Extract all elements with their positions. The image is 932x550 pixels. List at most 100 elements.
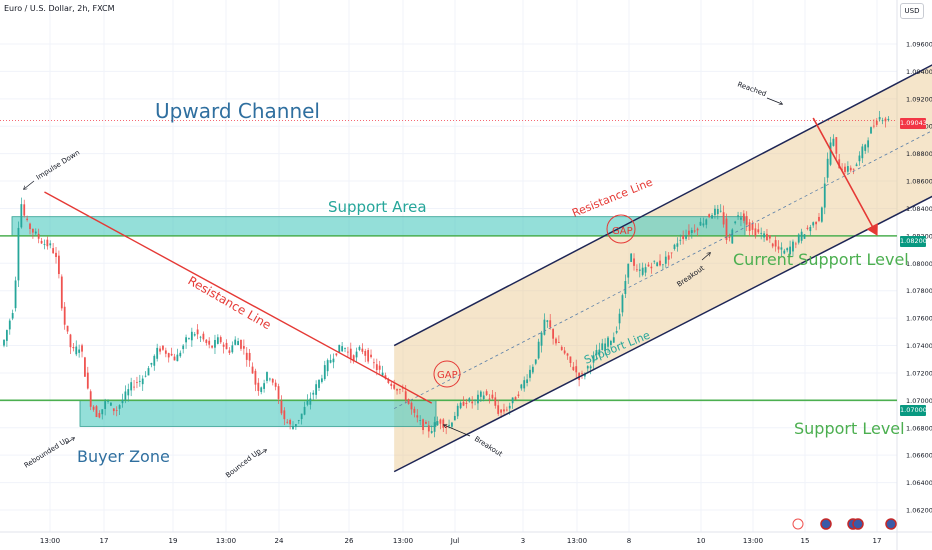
candle-body	[8, 320, 11, 330]
candle-body	[442, 419, 445, 428]
candle-body	[228, 350, 231, 353]
time-axis[interactable]: 13:00 17 19 13:00 24 26 13:00 Jul 3 13:00 8 10 13:00…	[40, 537, 882, 545]
candle-body	[760, 232, 763, 234]
candle-body	[722, 212, 725, 225]
candle-body	[141, 378, 144, 385]
channel-lower-line	[393, 195, 932, 473]
candle-body	[214, 339, 216, 348]
candle-body	[887, 118, 890, 121]
candle-body	[188, 338, 190, 339]
rebounded-up-arrow	[65, 438, 74, 445]
candle-body	[373, 362, 375, 364]
candle-body	[242, 346, 245, 349]
candle-body	[185, 337, 187, 343]
candle-body	[422, 419, 424, 431]
candle-body	[552, 328, 554, 339]
candle-body	[531, 366, 534, 373]
candle-body	[40, 240, 43, 244]
candle-body	[719, 210, 722, 212]
us-flag-icon[interactable]	[820, 518, 832, 530]
candle-body	[254, 370, 257, 385]
x-tick-label: 17	[100, 537, 109, 545]
candle-body	[138, 380, 141, 382]
candle-body	[396, 389, 398, 391]
flash-icon[interactable]	[792, 518, 804, 530]
support-level-label: Support Level	[794, 419, 905, 438]
candle-body	[274, 382, 277, 387]
candle-body	[303, 406, 306, 415]
candle-body	[390, 383, 393, 386]
candle-body	[430, 431, 433, 433]
candle-body	[225, 342, 228, 350]
candle-body	[763, 233, 765, 238]
candle-body	[511, 397, 514, 404]
candle-body	[202, 333, 205, 340]
candle-body	[89, 391, 92, 407]
candle-body	[407, 398, 410, 404]
candle-body	[569, 356, 572, 363]
candle-body	[714, 208, 716, 216]
candle-body	[306, 400, 309, 405]
us-flag-icon[interactable]	[852, 518, 864, 530]
candle-body	[208, 340, 211, 345]
candle-body	[196, 329, 199, 335]
candle-body	[162, 345, 164, 350]
candle-body	[800, 231, 803, 241]
candle-body	[170, 353, 173, 356]
candle-body	[832, 138, 835, 146]
candle-body	[734, 221, 737, 224]
gap-label-1: GAP	[437, 370, 458, 381]
candle-body	[448, 424, 450, 426]
x-tick-label: 8	[627, 537, 631, 545]
candle-body	[716, 208, 719, 215]
candle-body	[673, 244, 676, 249]
candle-body	[517, 394, 520, 397]
candle-body	[445, 426, 448, 428]
candle-body	[427, 425, 430, 432]
x-tick-label: 3	[521, 537, 525, 545]
reached-arrow	[766, 97, 782, 104]
candle-body	[575, 366, 578, 373]
gap-circle-1	[433, 360, 461, 388]
candle-body	[826, 158, 829, 178]
candle-body	[624, 281, 627, 294]
candle-body	[86, 372, 89, 389]
bounced-up-arrow	[257, 450, 266, 457]
candle-body	[748, 222, 751, 231]
candle-body	[329, 360, 332, 363]
candle-body	[182, 345, 185, 350]
candle-body	[468, 398, 471, 402]
candle-body	[742, 213, 745, 221]
candle-body	[601, 343, 604, 350]
candle-body	[378, 365, 381, 370]
candle-body	[670, 252, 673, 254]
candle-body	[633, 258, 635, 266]
current-support-level-label: Current Support Level	[733, 250, 909, 269]
candle-body	[488, 398, 491, 400]
candle-body	[638, 269, 641, 271]
candle-body	[621, 295, 624, 313]
candle-body	[277, 386, 280, 399]
candle-body	[491, 394, 494, 399]
candle-body	[858, 155, 861, 162]
candle-body	[456, 405, 459, 417]
candle-body	[806, 227, 809, 229]
currency-button[interactable]: USD	[900, 3, 924, 19]
candle-body	[815, 221, 817, 225]
candle-body	[144, 375, 147, 377]
candle-body	[78, 349, 81, 353]
candle-body	[780, 247, 783, 250]
candle-body	[653, 260, 656, 262]
candle-body	[439, 419, 442, 424]
candle-body	[572, 366, 575, 371]
candle-body	[803, 234, 806, 239]
candle-body	[312, 392, 315, 395]
us-flag-icon[interactable]	[885, 518, 897, 530]
candle-body	[690, 230, 693, 234]
candle-body	[549, 320, 552, 328]
breakout-arrow-1	[444, 425, 471, 437]
candle-body	[844, 166, 846, 173]
candle-body	[332, 358, 335, 363]
candle-body	[768, 235, 771, 239]
